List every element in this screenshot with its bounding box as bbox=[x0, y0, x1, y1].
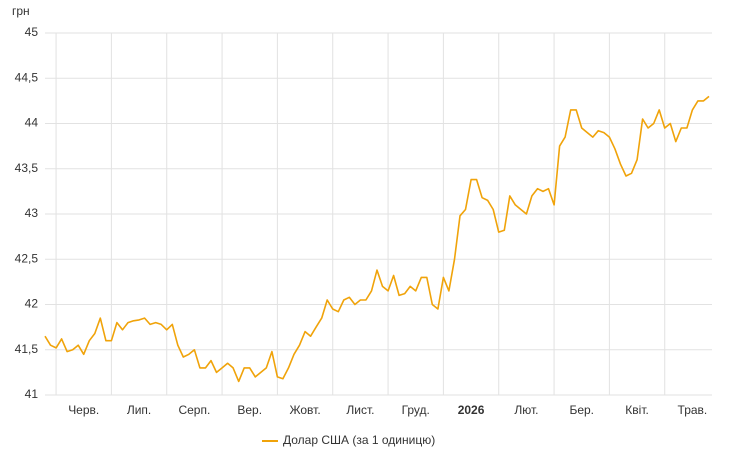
y-tick-label: 41 bbox=[25, 387, 39, 401]
x-tick-label: Груд. bbox=[402, 403, 430, 417]
y-axis-title: грн bbox=[12, 4, 30, 18]
line-series bbox=[44, 95, 710, 383]
y-tick-label: 43 bbox=[25, 206, 39, 220]
y-tick-label: 44,5 bbox=[15, 70, 39, 84]
x-tick-label: Бер. bbox=[569, 403, 594, 417]
y-tick-label: 42,5 bbox=[15, 251, 39, 265]
y-tick-label: 42 bbox=[25, 297, 39, 311]
y-tick-label: 43,5 bbox=[15, 161, 39, 175]
y-tick-label: 41,5 bbox=[15, 342, 39, 356]
y-tick-label: 44 bbox=[25, 116, 39, 130]
x-tick-label: Черв. bbox=[68, 403, 99, 417]
x-tick-label: Лист. bbox=[346, 403, 374, 417]
x-tick-label: Трав. bbox=[678, 403, 708, 417]
x-tick-label: Лют. bbox=[514, 403, 538, 417]
x-tick-label: 2026 bbox=[458, 403, 485, 417]
y-tick-label: 45 bbox=[25, 25, 39, 39]
x-tick-label: Вер. bbox=[237, 403, 262, 417]
x-tick-label: Жовт. bbox=[289, 403, 320, 417]
x-tick-label: Серп. bbox=[178, 403, 210, 417]
x-tick-label: Квіт. bbox=[625, 403, 649, 417]
legend-label: Долар США (за 1 одиницю) bbox=[283, 433, 435, 447]
x-tick-label: Лип. bbox=[127, 403, 151, 417]
